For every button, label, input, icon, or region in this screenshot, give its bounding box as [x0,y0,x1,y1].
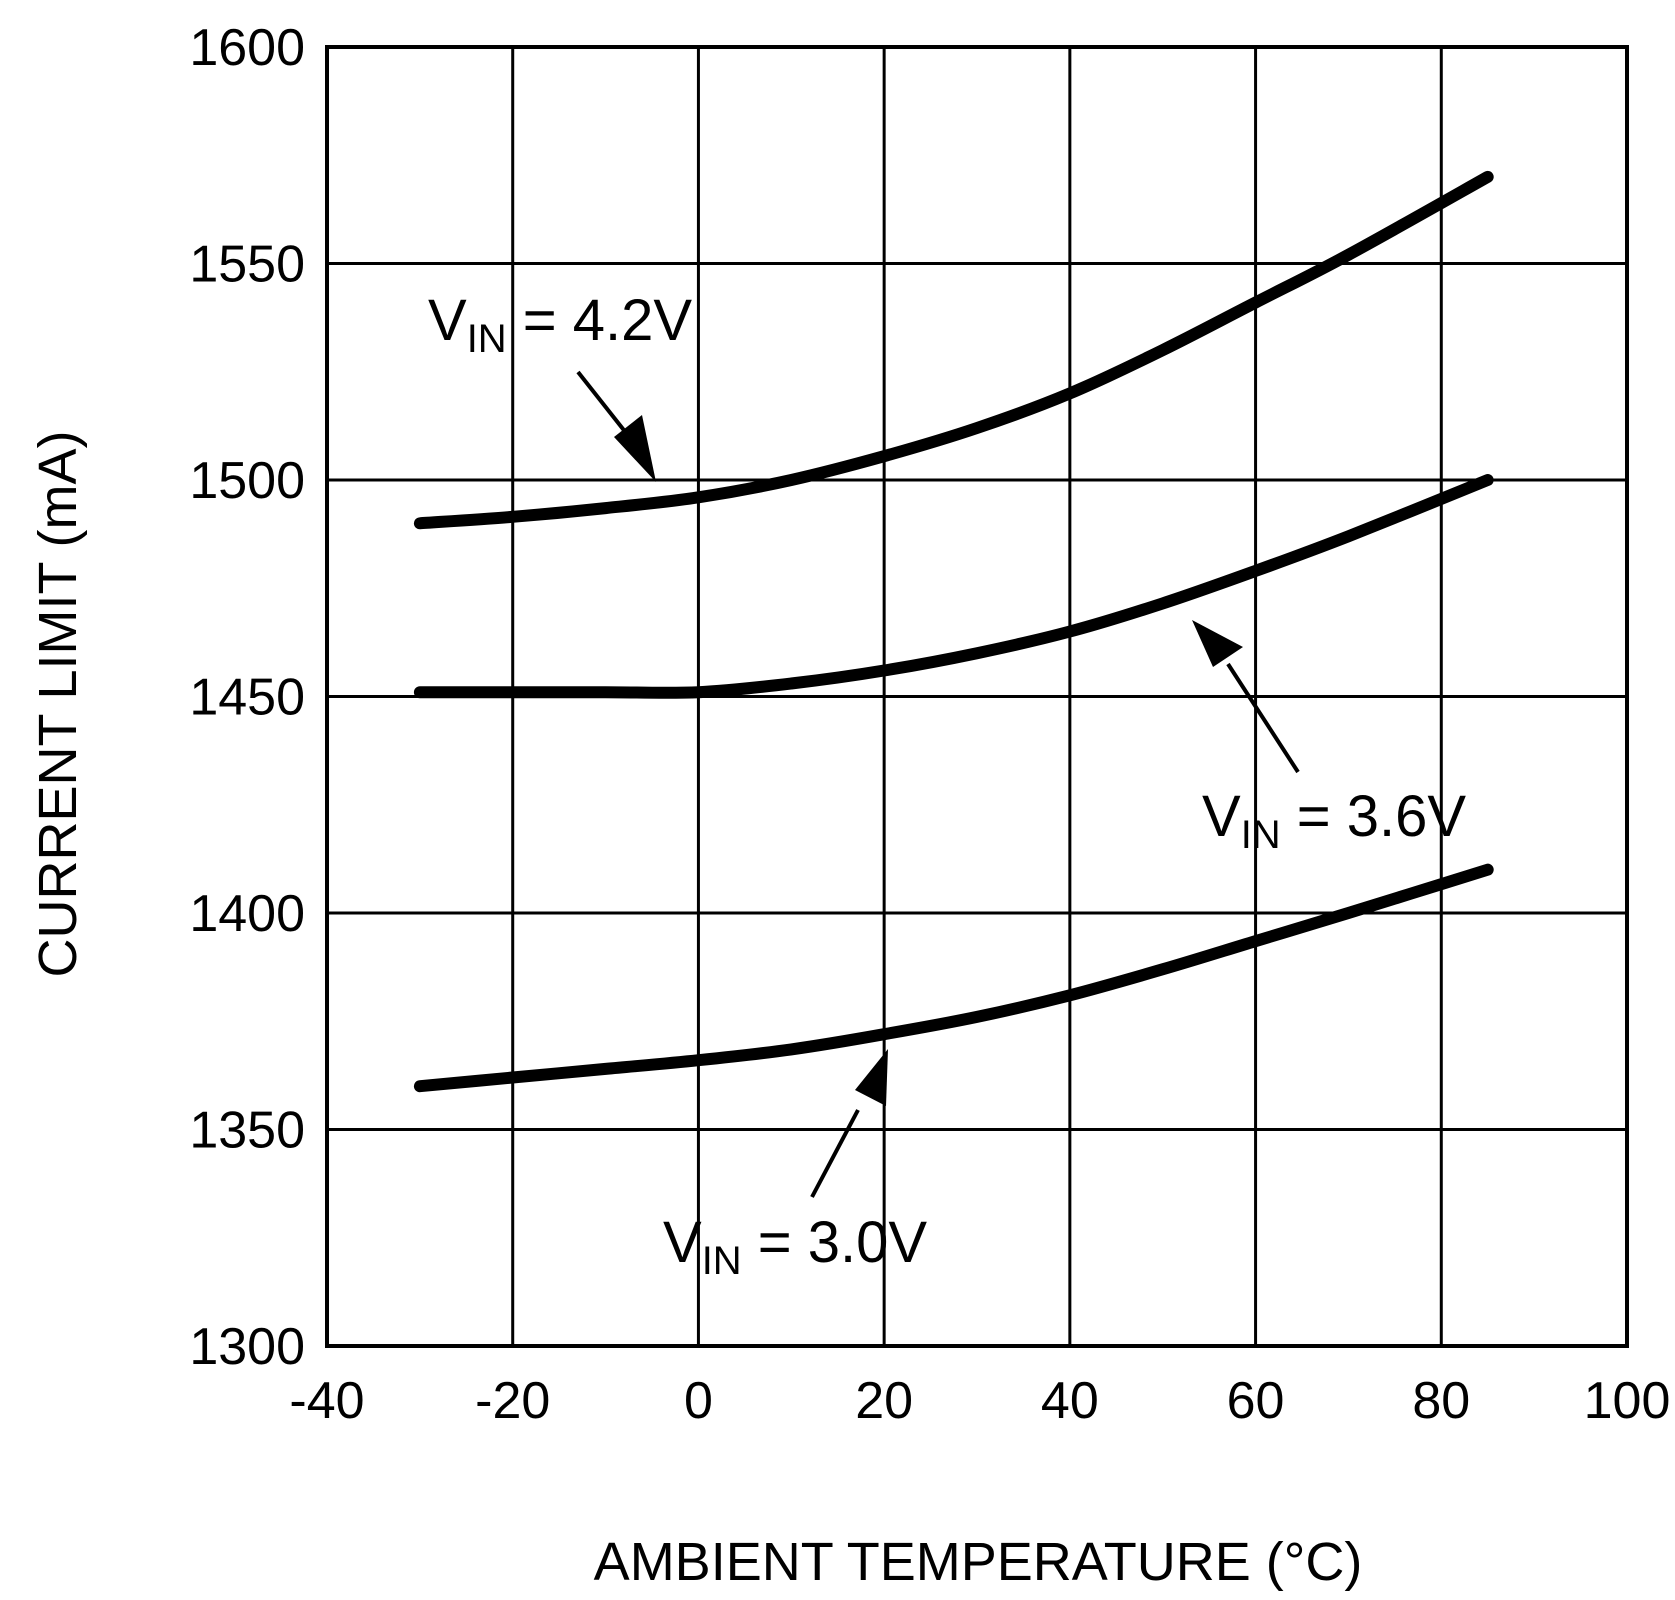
series-line-1 [413,170,1494,530]
arrow-3.6v-line [1226,662,1300,774]
y-tick-label: 1450 [189,669,305,727]
plot-frame [325,45,1629,1348]
x-tick-label: -40 [289,1372,364,1430]
annotation-3.6v: VIN = 3.6V [1202,784,1466,857]
x-tick-label: 20 [855,1372,913,1430]
arrow-3.0v-line [810,1109,860,1198]
series-lines [413,170,1494,1093]
x-axis-title: AMBIENT TEMPERATURE (°C) [594,1532,1363,1592]
annotation-4.2v: VIN = 4.2V [428,288,692,361]
series-line-2 [413,474,1494,699]
x-tick-label: 80 [1412,1372,1470,1430]
annotations: VIN = 4.2V VIN = 3.6V VIN = 3.0V [428,288,1466,1283]
series-line-3 [413,863,1494,1093]
tick-labels: -40 -20 0 20 40 60 80 100 1300 1350 1400 1450 1500 15… [189,19,1670,1430]
arrow-3.6v-head [1192,620,1243,667]
annotation-3.0v: VIN = 3.0V [663,1210,927,1283]
x-tick-label: 100 [1584,1372,1671,1430]
y-tick-label: 1500 [189,452,305,510]
y-tick-label: 1300 [189,1318,305,1376]
x-tick-label: 40 [1041,1372,1099,1430]
y-tick-label: 1550 [189,236,305,294]
y-tick-label: 1400 [189,885,305,943]
y-axis-title: CURRENT LIMIT (mA) [28,430,88,977]
arrow-3.0v-head [855,1049,888,1106]
x-tick-label: 60 [1227,1372,1285,1430]
y-tick-label: 1350 [189,1102,305,1160]
arrow-4.2v-head [614,415,656,482]
x-tick-label: -20 [475,1372,550,1430]
x-tick-label: 0 [684,1372,713,1430]
y-tick-label: 1600 [189,19,305,77]
